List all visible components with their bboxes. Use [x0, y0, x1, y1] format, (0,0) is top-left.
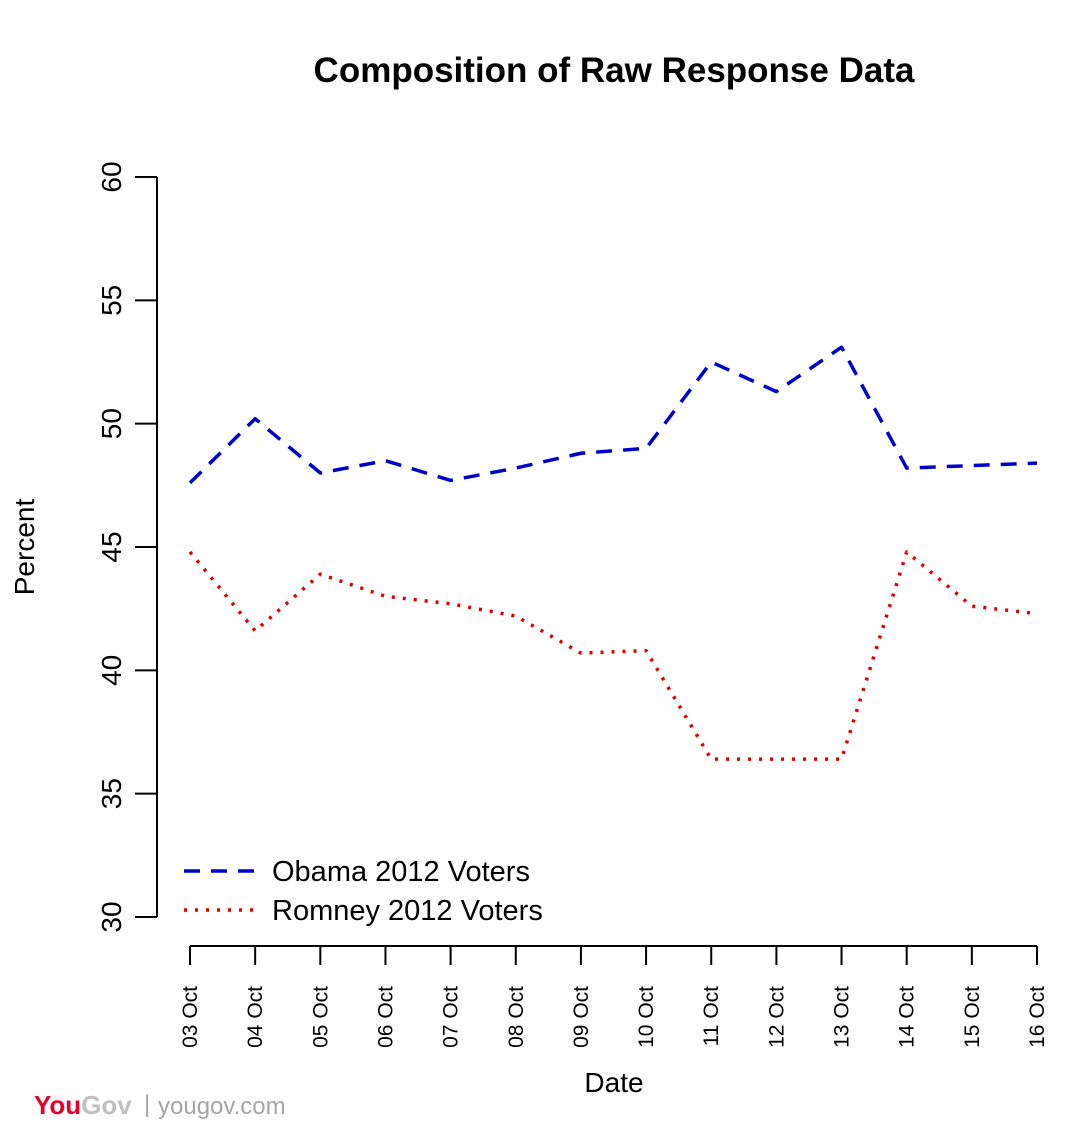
chart-title: Composition of Raw Response Data	[314, 51, 915, 90]
x-tick-label: 12 Oct	[765, 986, 788, 1048]
x-axis-label: Date	[584, 1067, 643, 1098]
series-line-0	[188, 345, 1038, 485]
x-tick-label: 16 Oct	[1026, 986, 1049, 1048]
series-line-1	[188, 550, 1038, 761]
logo-site: yougov.com	[158, 1093, 286, 1120]
y-tick-label: 60	[96, 161, 127, 192]
legend-label-1: Romney 2012 Voters	[272, 895, 543, 927]
x-tick-label: 11 Oct	[700, 986, 723, 1046]
legend-label-0: Obama 2012 Voters	[272, 856, 530, 888]
x-tick-label: 05 Oct	[309, 986, 332, 1048]
y-tick-label: 55	[96, 285, 127, 316]
y-tick-label: 40	[96, 655, 127, 686]
y-tick-label: 45	[96, 531, 127, 562]
logo-gov: Gov	[81, 1090, 132, 1120]
logo-separator: |	[144, 1091, 150, 1118]
x-tick-label: 09 Oct	[570, 986, 593, 1048]
legend: Obama 2012 Voters Romney 2012 Voters	[184, 856, 543, 927]
x-tick-label: 14 Oct	[896, 986, 919, 1048]
y-tick-label: 50	[96, 408, 127, 439]
x-tick-label: 04 Oct	[244, 986, 267, 1048]
logo-you: You	[34, 1090, 81, 1120]
series-layer	[188, 345, 1038, 761]
y-axis: 30 35 40 45 50 55 60	[96, 161, 158, 933]
x-tick-label: 10 Oct	[635, 986, 658, 1048]
y-axis-label: Percent	[9, 499, 40, 596]
x-axis: 03 Oct 04 Oct 05 Oct 06 Oct 07 Oct 08 Oct 09 O…	[179, 945, 1049, 1048]
y-tick-label: 35	[96, 778, 127, 809]
x-tick-label: 03 Oct	[179, 986, 202, 1048]
x-tick-label: 15 Oct	[961, 986, 984, 1048]
x-tick-label: 07 Oct	[440, 986, 463, 1048]
svg-text:YouGov: YouGov	[34, 1090, 132, 1120]
x-tick-label: 13 Oct	[831, 986, 854, 1048]
yougov-logo: YouGov | yougov.com	[34, 1090, 286, 1120]
y-tick-label: 30	[96, 901, 127, 932]
x-tick-label: 08 Oct	[505, 986, 528, 1048]
x-tick-label: 06 Oct	[374, 986, 397, 1048]
